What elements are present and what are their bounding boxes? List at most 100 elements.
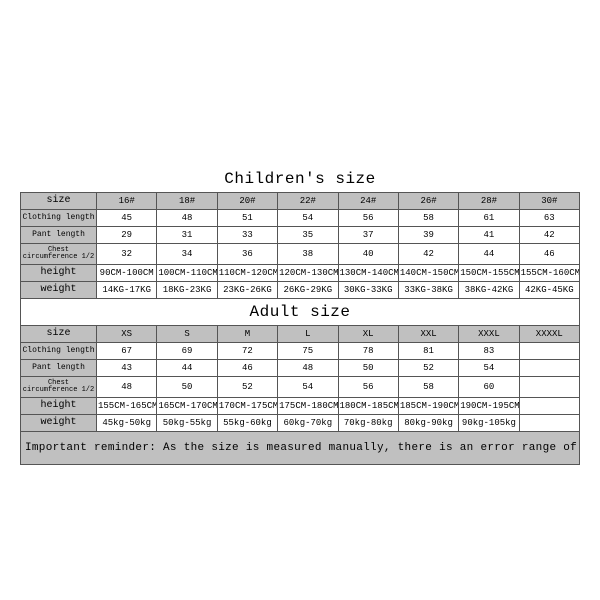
cell: 81 [398,343,458,360]
cell: 30KG-33KG [338,282,398,299]
cell [519,398,579,415]
cell: 155CM-160CM [519,265,579,282]
row-label-weight: weight [21,415,97,432]
cell: 185CM-190CM [398,398,458,415]
col-header: 20# [217,193,277,210]
cell: 120CM-130CM [278,265,338,282]
cell: 69 [157,343,217,360]
cell [519,377,579,398]
row-label-chest: Chest circumference 1/2 [21,377,97,398]
cell: 50 [157,377,217,398]
col-header: 18# [157,193,217,210]
cell: 23KG-26KG [217,282,277,299]
cell: 72 [217,343,277,360]
cell: 50kg-55kg [157,415,217,432]
cell: 100CM-110CM [157,265,217,282]
cell: 46 [519,244,579,265]
cell: 78 [338,343,398,360]
cell: 48 [278,360,338,377]
adult-size-title: Adult size [21,303,579,321]
cell: 170CM-175CM [217,398,277,415]
children-size-title: Children's size [20,170,580,188]
cell: 56 [338,210,398,227]
cell: 29 [97,227,157,244]
cell: 46 [217,360,277,377]
cell: 155CM-165CM [97,398,157,415]
cell: 70kg-80kg [338,415,398,432]
cell: 50 [338,360,398,377]
cell: 35 [278,227,338,244]
col-header: 16# [97,193,157,210]
cell: 41 [459,227,519,244]
cell: 52 [398,360,458,377]
cell: 52 [217,377,277,398]
row-label-weight: weight [21,282,97,299]
cell: 130CM-140CM [338,265,398,282]
col-header: 24# [338,193,398,210]
col-header: S [157,326,217,343]
cell: 33KG-38KG [398,282,458,299]
cell: 83 [459,343,519,360]
col-header: M [217,326,277,343]
cell: 42KG-45KG [519,282,579,299]
row-label-size: size [21,193,97,210]
col-header: 26# [398,193,458,210]
row-label-chest: Chest circumference 1/2 [21,244,97,265]
cell: 63 [519,210,579,227]
cell: 180CM-185CM [338,398,398,415]
col-header: XXXXL [519,326,579,343]
col-header: XL [338,326,398,343]
cell: 165CM-170CM [157,398,217,415]
cell: 56 [338,377,398,398]
cell: 75 [278,343,338,360]
cell: 54 [278,377,338,398]
cell [519,415,579,432]
cell: 60 [459,377,519,398]
cell: 48 [157,210,217,227]
cell: 33 [217,227,277,244]
cell: 54 [459,360,519,377]
cell: 140CM-150CM [398,265,458,282]
cell: 38 [278,244,338,265]
row-label-clothing-length: Clothing length [21,210,97,227]
cell: 58 [398,377,458,398]
cell: 110CM-120CM [217,265,277,282]
col-header: XXL [398,326,458,343]
reminder-text: Important reminder: As the size is measu… [21,432,580,465]
cell: 14KG-17KG [97,282,157,299]
cell: 90CM-100CM [97,265,157,282]
cell [519,360,579,377]
cell: 42 [519,227,579,244]
cell: 43 [97,360,157,377]
cell: 61 [459,210,519,227]
cell: 26KG-29KG [278,282,338,299]
cell: 40 [338,244,398,265]
cell: 38KG-42KG [459,282,519,299]
cell: 55kg-60kg [217,415,277,432]
cell: 18KG-23KG [157,282,217,299]
cell: 48 [97,377,157,398]
row-label-size: size [21,326,97,343]
cell: 150CM-155CM [459,265,519,282]
cell: 190CM-195CM [459,398,519,415]
cell: 80kg-90kg [398,415,458,432]
cell: 37 [338,227,398,244]
cell: 32 [97,244,157,265]
cell: 45kg-50kg [97,415,157,432]
col-header: 22# [278,193,338,210]
col-header: L [278,326,338,343]
cell: 175CM-180CM [278,398,338,415]
cell: 34 [157,244,217,265]
row-label-clothing-length: Clothing length [21,343,97,360]
col-header: 30# [519,193,579,210]
cell: 44 [157,360,217,377]
row-label-pant-length: Pant length [21,360,97,377]
col-header: XXXL [459,326,519,343]
cell: 67 [97,343,157,360]
cell: 90kg-105kg [459,415,519,432]
row-label-height: height [21,398,97,415]
row-label-height: height [21,265,97,282]
cell: 60kg-70kg [278,415,338,432]
cell [519,343,579,360]
cell: 31 [157,227,217,244]
